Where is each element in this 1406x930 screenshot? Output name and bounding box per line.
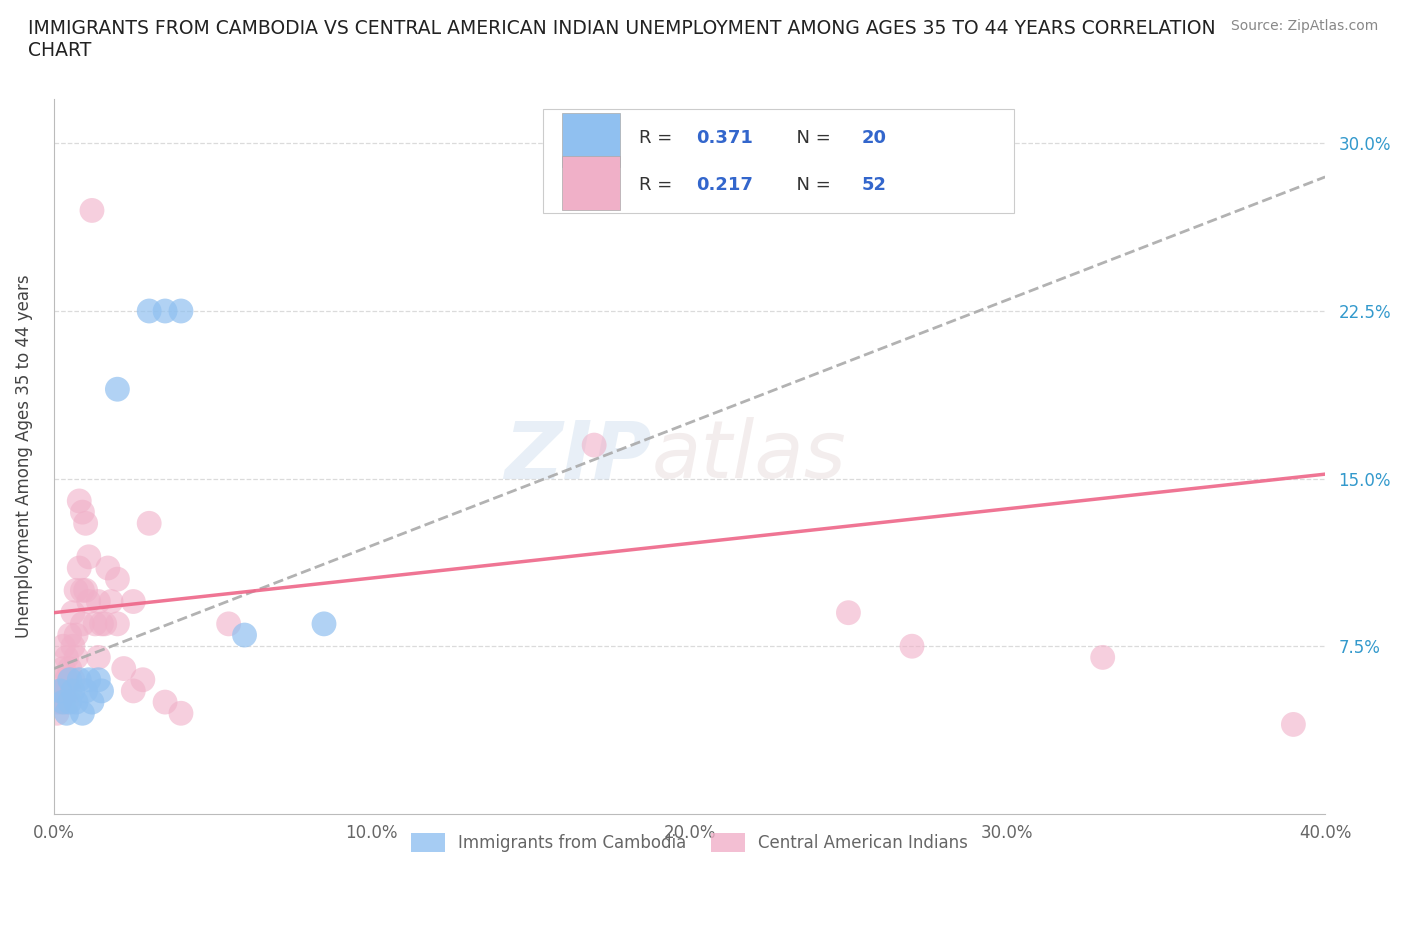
Y-axis label: Unemployment Among Ages 35 to 44 years: Unemployment Among Ages 35 to 44 years — [15, 274, 32, 638]
Point — [105, 382, 128, 397]
Point — [49, 684, 72, 698]
FancyBboxPatch shape — [562, 156, 620, 209]
Point — [87, 672, 110, 687]
Point — [65, 628, 87, 643]
Text: R =: R = — [638, 176, 678, 193]
Point — [84, 617, 107, 631]
FancyBboxPatch shape — [543, 110, 1014, 213]
Point — [72, 505, 94, 520]
Point — [80, 695, 103, 710]
Point — [80, 203, 103, 218]
Point — [233, 628, 256, 643]
Point — [62, 639, 84, 654]
Point — [122, 684, 145, 698]
Text: R =: R = — [638, 129, 678, 147]
Point — [52, 661, 75, 676]
Point — [55, 672, 77, 687]
Point — [90, 617, 112, 631]
Point — [65, 650, 87, 665]
FancyBboxPatch shape — [562, 113, 620, 166]
Point — [55, 695, 77, 710]
Point — [46, 706, 69, 721]
Point — [112, 661, 135, 676]
Point — [49, 672, 72, 687]
Point — [153, 695, 176, 710]
Point — [55, 650, 77, 665]
Point — [62, 605, 84, 620]
Point — [90, 684, 112, 698]
Point — [87, 650, 110, 665]
Text: N =: N = — [785, 129, 837, 147]
Point — [59, 695, 82, 710]
Point — [138, 516, 160, 531]
Point — [153, 303, 176, 318]
Text: IMMIGRANTS FROM CAMBODIA VS CENTRAL AMERICAN INDIAN UNEMPLOYMENT AMONG AGES 35 T: IMMIGRANTS FROM CAMBODIA VS CENTRAL AMER… — [28, 19, 1216, 60]
Point — [46, 695, 69, 710]
Text: 0.371: 0.371 — [696, 129, 752, 147]
Point — [75, 583, 97, 598]
Point — [77, 672, 100, 687]
Point — [52, 684, 75, 698]
Point — [52, 639, 75, 654]
Text: N =: N = — [785, 176, 837, 193]
Point — [59, 684, 82, 698]
Point — [218, 617, 240, 631]
Point — [132, 672, 155, 687]
Point — [583, 438, 606, 453]
Text: Source: ZipAtlas.com: Source: ZipAtlas.com — [1230, 19, 1378, 33]
Point — [49, 684, 72, 698]
Point — [100, 594, 122, 609]
Point — [67, 561, 90, 576]
Point — [77, 594, 100, 609]
Point — [72, 583, 94, 598]
Point — [1091, 650, 1114, 665]
Point — [62, 672, 84, 687]
Text: atlas: atlas — [651, 418, 846, 496]
Point — [75, 684, 97, 698]
Point — [72, 706, 94, 721]
Point — [67, 494, 90, 509]
Point — [65, 583, 87, 598]
Point — [170, 706, 193, 721]
Point — [49, 695, 72, 710]
Text: 20: 20 — [860, 129, 886, 147]
Point — [75, 516, 97, 531]
Point — [1282, 717, 1305, 732]
Text: ZIP: ZIP — [503, 418, 651, 496]
Point — [837, 605, 859, 620]
Point — [77, 550, 100, 565]
Point — [312, 617, 335, 631]
Point — [105, 572, 128, 587]
Text: 52: 52 — [860, 176, 886, 193]
Point — [67, 672, 90, 687]
Point — [105, 617, 128, 631]
Point — [87, 594, 110, 609]
Point — [93, 617, 115, 631]
Legend: Immigrants from Cambodia, Central American Indians: Immigrants from Cambodia, Central Americ… — [405, 827, 974, 859]
Point — [170, 303, 193, 318]
Point — [72, 617, 94, 631]
Point — [55, 706, 77, 721]
Point — [52, 695, 75, 710]
Point — [62, 684, 84, 698]
Point — [59, 628, 82, 643]
Point — [901, 639, 924, 654]
Point — [97, 561, 120, 576]
Point — [122, 594, 145, 609]
Point — [59, 661, 82, 676]
Text: 0.217: 0.217 — [696, 176, 752, 193]
Point — [59, 672, 82, 687]
Point — [65, 695, 87, 710]
Point — [138, 303, 160, 318]
